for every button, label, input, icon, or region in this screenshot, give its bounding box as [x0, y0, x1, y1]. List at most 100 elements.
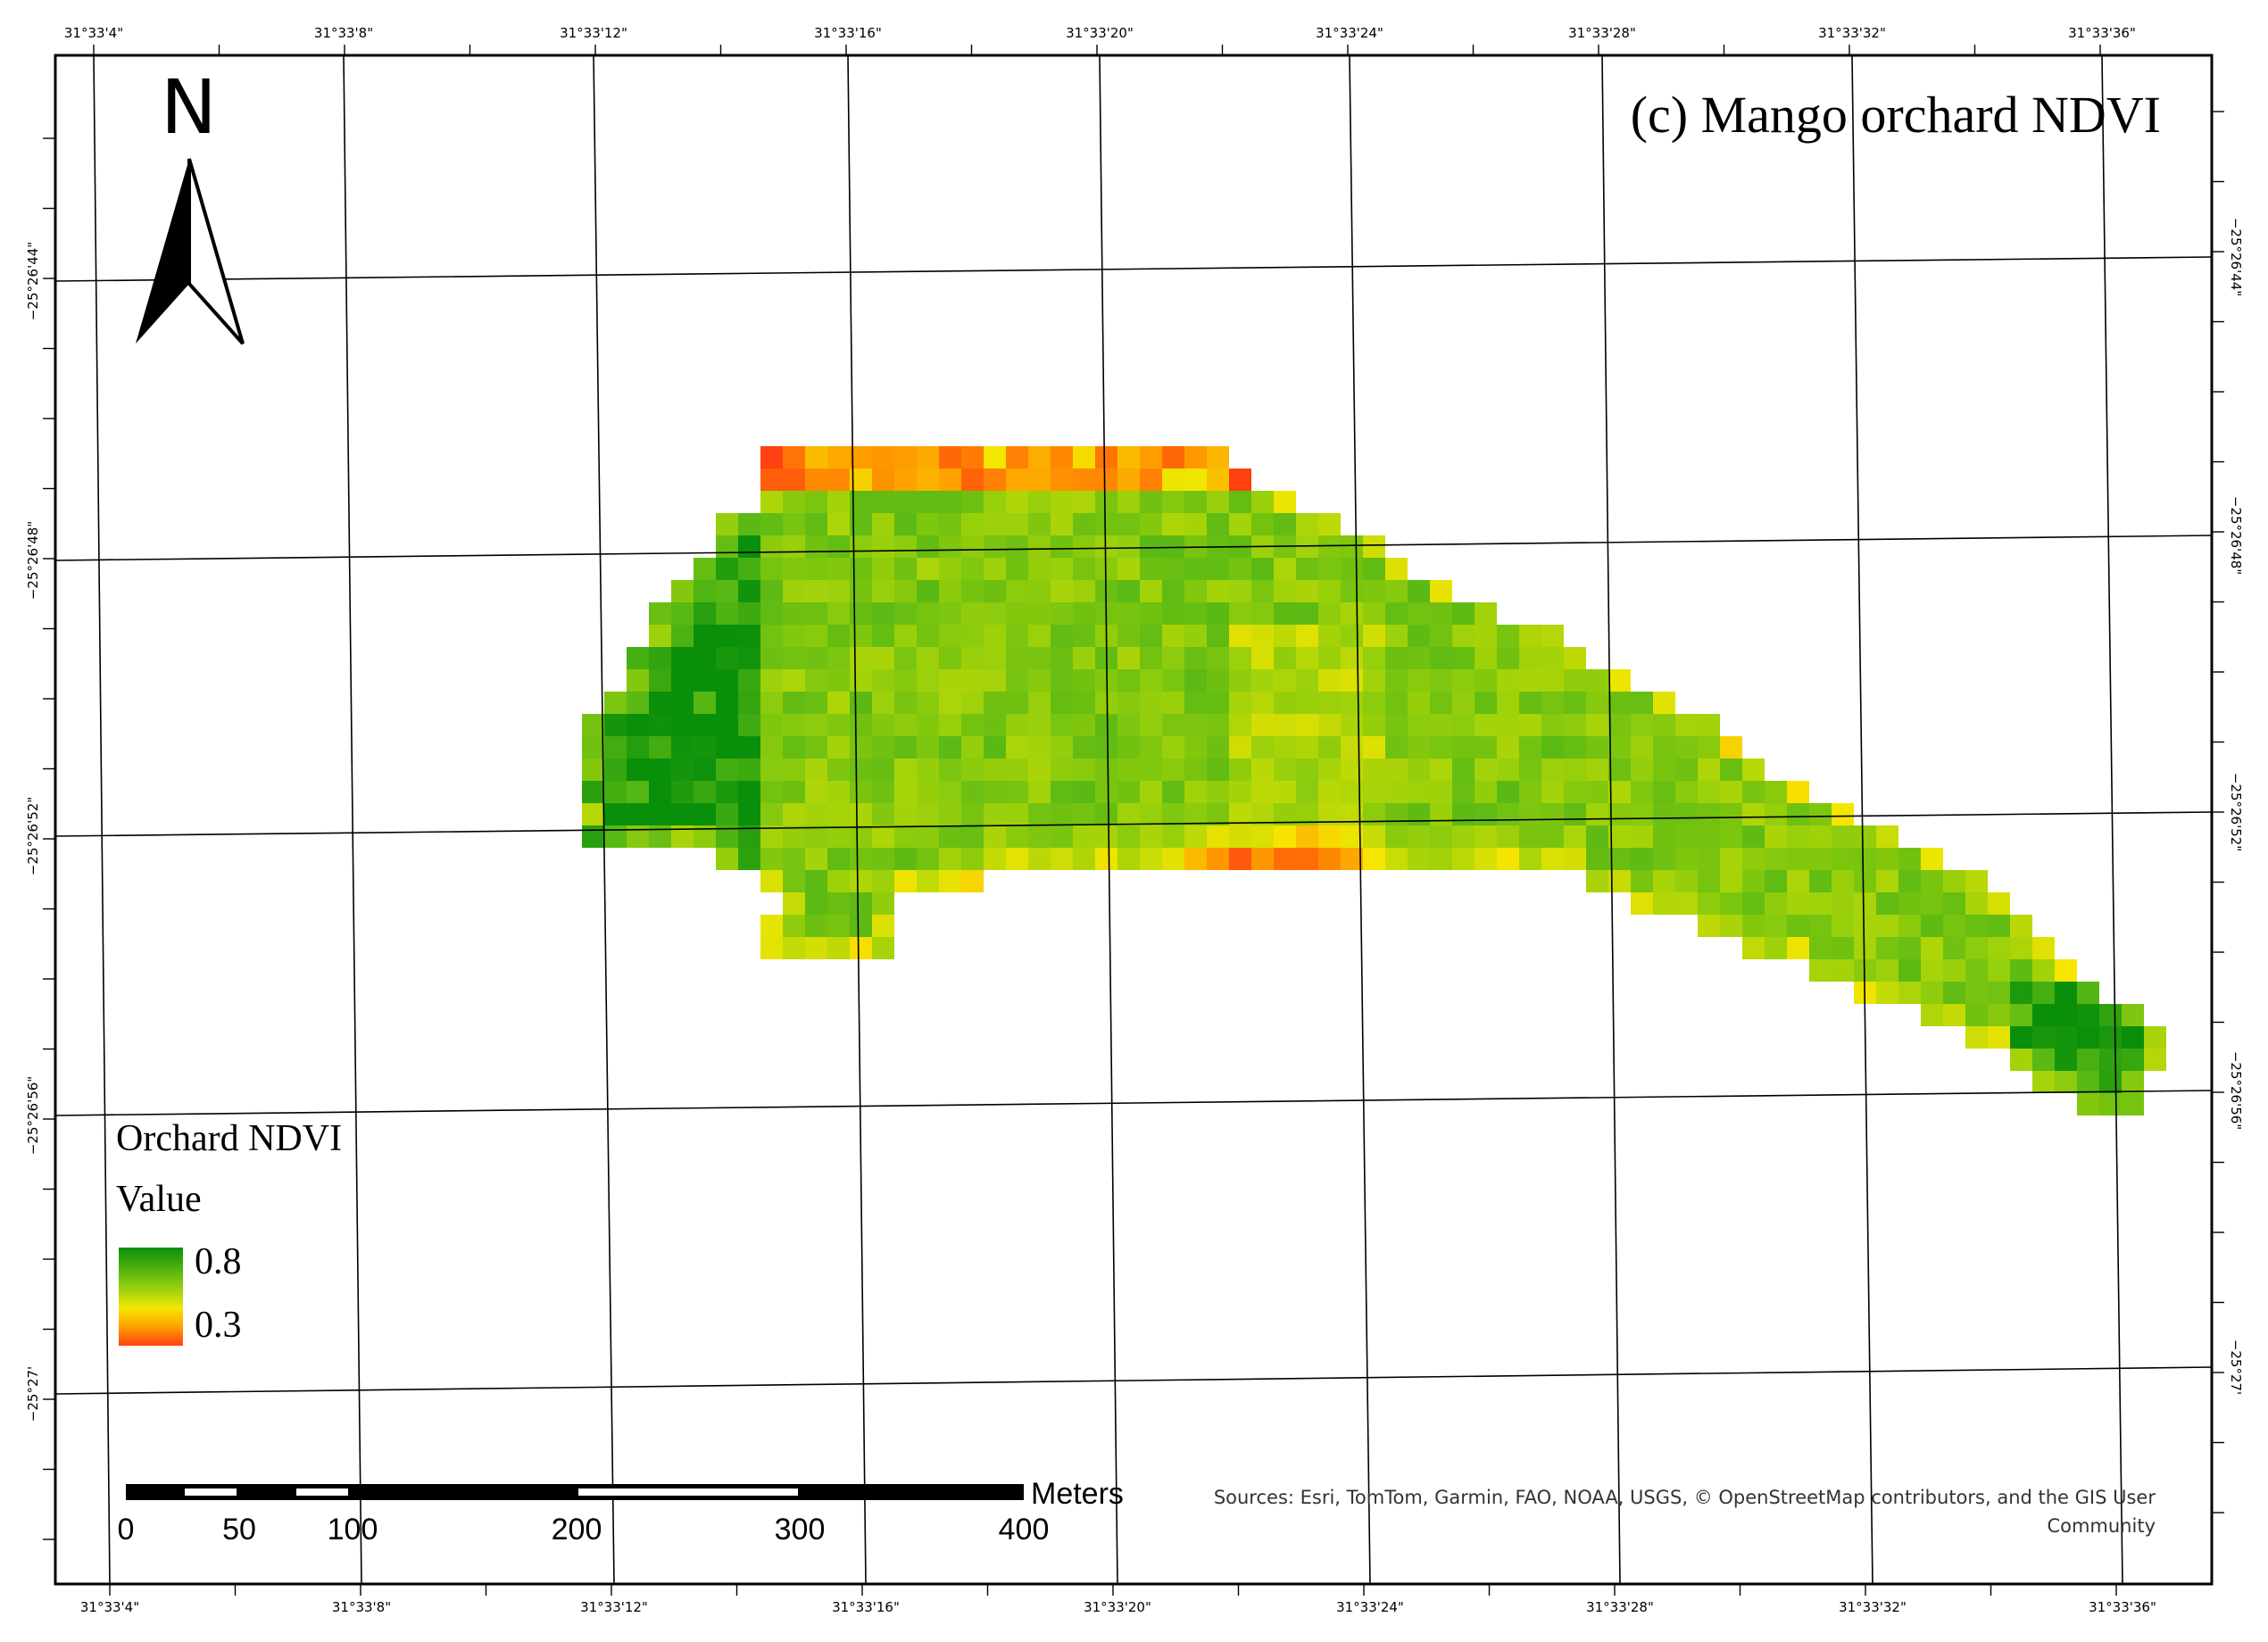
- ndvi-cell: [961, 535, 984, 558]
- ndvi-cell: [1854, 892, 1876, 915]
- ndvi-cell: [604, 692, 627, 714]
- sources-attribution: Sources: Esri, TomTom, Garmin, FAO, NOAA…: [1213, 1487, 2156, 1537]
- ndvi-cell: [850, 870, 872, 892]
- ndvi-cell: [961, 469, 984, 491]
- ndvi-cell: [1251, 647, 1274, 669]
- ndvi-cell: [917, 513, 939, 535]
- ndvi-cell: [872, 692, 894, 714]
- ndvi-cell: [1408, 781, 1430, 803]
- ndvi-cell: [1341, 625, 1363, 647]
- ndvi-cell: [1274, 580, 1296, 602]
- ndvi-cell: [1943, 982, 1965, 1004]
- ndvi-cell: [1073, 580, 1095, 602]
- ndvi-cell: [1408, 669, 1430, 692]
- scale-label-100: 100: [327, 1513, 378, 1547]
- ndvi-cell: [1073, 491, 1095, 513]
- ndvi-cell: [850, 714, 872, 736]
- ndvi-cell: [1229, 469, 1251, 491]
- ndvi-cell: [827, 759, 850, 781]
- ndvi-cell: [1318, 714, 1341, 736]
- ndvi-cell: [1943, 892, 1965, 915]
- ndvi-cell: [1452, 714, 1475, 736]
- ndvi-cell: [1742, 870, 1765, 892]
- ndvi-cell: [1140, 803, 1162, 825]
- ndvi-cell: [1475, 714, 1497, 736]
- ndvi-cell: [1140, 692, 1162, 714]
- ndvi-cell: [1608, 669, 1631, 692]
- ndvi-cell: [1207, 513, 1229, 535]
- ndvi-cell: [760, 870, 783, 892]
- ndvi-cell: [649, 803, 671, 825]
- ndvi-cell: [1720, 892, 1742, 915]
- ndvi-cell: [1117, 714, 1140, 736]
- ndvi-cell: [1586, 669, 1608, 692]
- ndvi-cell: [1251, 736, 1274, 759]
- ndvi-cell: [1162, 602, 1184, 625]
- ndvi-cell: [1363, 535, 1385, 558]
- ndvi-cell: [1274, 848, 1296, 870]
- ndvi-cell: [1251, 513, 1274, 535]
- ndvi-cell: [1073, 825, 1095, 848]
- ndvi-cell: [716, 736, 738, 759]
- ndvi-cell: [1028, 580, 1051, 602]
- ndvi-cell: [738, 781, 760, 803]
- ndvi-cell: [1742, 781, 1765, 803]
- ndvi-cell: [1631, 803, 1653, 825]
- ndvi-cell: [1943, 937, 1965, 959]
- ndvi-cell: [1675, 892, 1698, 915]
- ndvi-cell: [1140, 491, 1162, 513]
- ndvi-cell: [1229, 781, 1251, 803]
- ndvi-cell: [649, 692, 671, 714]
- ndvi-cell: [1006, 647, 1028, 669]
- ndvi-cell: [1430, 580, 1452, 602]
- meridian-line: [1851, 54, 1873, 1585]
- ndvi-cell: [1028, 513, 1051, 535]
- ndvi-cell: [1117, 825, 1140, 848]
- ndvi-cell: [1742, 848, 1765, 870]
- ndvi-cell: [1117, 602, 1140, 625]
- ndvi-cell: [1385, 825, 1408, 848]
- ndvi-cell: [917, 446, 939, 469]
- ndvi-cell: [783, 759, 805, 781]
- longitude-label-bottom: 31°33'20": [1084, 1599, 1151, 1615]
- ndvi-cell: [1832, 803, 1854, 825]
- ndvi-cell: [1854, 825, 1876, 848]
- ndvi-cell: [1229, 825, 1251, 848]
- ndvi-cell: [850, 625, 872, 647]
- meridian-line: [1601, 54, 1621, 1585]
- ndvi-cell: [805, 625, 827, 647]
- ndvi-cell: [1028, 759, 1051, 781]
- ndvi-cell: [1430, 647, 1452, 669]
- ndvi-cell: [582, 825, 604, 848]
- ndvi-cell: [827, 736, 850, 759]
- ndvi-cell: [1408, 803, 1430, 825]
- ndvi-cell: [1095, 469, 1117, 491]
- ndvi-cell: [917, 647, 939, 669]
- ndvi-cell: [760, 580, 783, 602]
- ndvi-cell: [1698, 870, 1720, 892]
- ndvi-cell: [939, 580, 961, 602]
- ndvi-cell: [1095, 446, 1117, 469]
- ndvi-cell: [1385, 803, 1408, 825]
- ndvi-cell: [805, 803, 827, 825]
- ndvi-cell: [1363, 781, 1385, 803]
- ndvi-cell: [894, 803, 917, 825]
- ndvi-cell: [984, 803, 1006, 825]
- ndvi-cell: [2122, 1093, 2144, 1115]
- ndvi-cell: [760, 558, 783, 580]
- ndvi-cell: [1921, 937, 1943, 959]
- ndvi-cell: [671, 736, 694, 759]
- ndvi-cell: [961, 602, 984, 625]
- ndvi-cell: [1051, 602, 1073, 625]
- ndvi-cell: [2032, 982, 2055, 1004]
- ndvi-cell: [1251, 491, 1274, 513]
- ndvi-cell: [1251, 625, 1274, 647]
- ndvi-cell: [894, 580, 917, 602]
- ndvi-cell: [917, 781, 939, 803]
- ndvi-cell: [671, 625, 694, 647]
- ndvi-cell: [1184, 625, 1207, 647]
- ndvi-cell: [1028, 535, 1051, 558]
- ndvi-cell: [939, 669, 961, 692]
- longitude-label-top: 31°33'12": [560, 25, 627, 41]
- ndvi-cell: [850, 669, 872, 692]
